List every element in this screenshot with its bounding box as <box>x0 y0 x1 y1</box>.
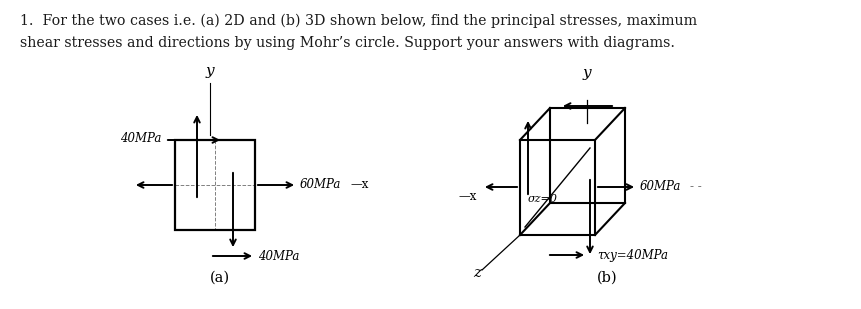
Text: y: y <box>582 66 591 80</box>
Bar <box>175 140 255 230</box>
Text: (b): (b) <box>596 271 616 285</box>
Text: z: z <box>473 266 480 280</box>
Text: 60MPa: 60MPa <box>300 179 341 192</box>
Text: —x: —x <box>350 179 368 192</box>
Text: shear stresses and directions by using Mohr’s circle. Support your answers with : shear stresses and directions by using M… <box>20 36 674 50</box>
Text: —x: —x <box>457 191 476 204</box>
Text: 1.  For the two cases i.e. (a) 2D and (b) 3D shown below, find the principal str: 1. For the two cases i.e. (a) 2D and (b)… <box>20 14 697 28</box>
Text: 40MPa: 40MPa <box>120 132 161 145</box>
Text: τxy=40MPa: τxy=40MPa <box>597 248 667 261</box>
Text: σz=0: σz=0 <box>528 194 557 204</box>
Text: 40MPa: 40MPa <box>257 249 299 263</box>
Text: y: y <box>206 64 214 78</box>
Text: (a): (a) <box>210 271 230 285</box>
Text: 60MPa: 60MPa <box>639 180 680 193</box>
Text: - -: - - <box>689 180 701 193</box>
